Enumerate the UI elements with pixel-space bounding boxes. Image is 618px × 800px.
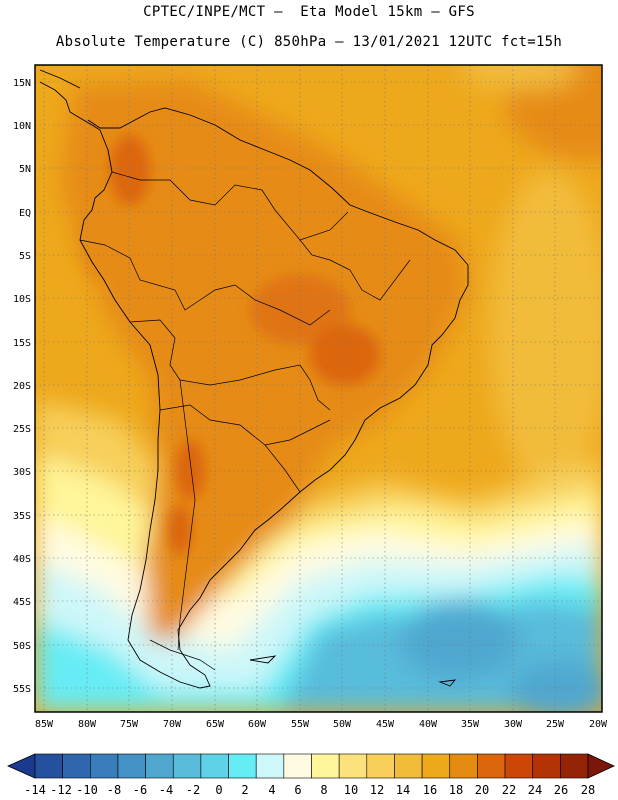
- lon-label: 25W: [546, 719, 565, 730]
- colorbar-right-arrow: [587, 753, 615, 779]
- colorbar-label: 22: [502, 783, 516, 797]
- colorbar-cell: [560, 753, 589, 779]
- colorbar-label: 6: [294, 783, 301, 797]
- lat-label: 35S: [13, 511, 31, 522]
- colorbar-label: 10: [344, 783, 358, 797]
- coastline: [39, 69, 469, 689]
- lon-label: 30W: [504, 719, 523, 730]
- lon-label: 40W: [419, 719, 438, 730]
- colorbar-cell: [283, 753, 312, 779]
- lon-label: 20W: [589, 719, 608, 730]
- colorbar-cell: [145, 753, 174, 779]
- colorbar-cell: [200, 753, 229, 779]
- colorbar-label: -14: [24, 783, 46, 797]
- colorbar-cell: [504, 753, 533, 779]
- colorbar-label: -8: [107, 783, 121, 797]
- colorbar-label: 2: [241, 783, 248, 797]
- colorbar-label: 18: [449, 783, 463, 797]
- lon-label: 60W: [248, 719, 267, 730]
- colorbar-left-arrow: [7, 753, 36, 779]
- lat-label: 10S: [13, 294, 31, 305]
- map-title-line1: CPTEC/INPE/MCT – Eta Model 15km – GFS: [143, 4, 475, 20]
- colorbar-cell: [366, 753, 395, 779]
- lat-label: 50S: [13, 641, 31, 652]
- colorbar-label: 26: [554, 783, 568, 797]
- colorbar: -14 -12 -10 -8 -6 -4 -2 0 2 4 6 8 10 12 …: [7, 753, 615, 797]
- lat-label: 40S: [13, 554, 31, 565]
- lat-label: 5N: [19, 164, 31, 175]
- plot-frame: [34, 64, 603, 713]
- colorbar-cell: [62, 753, 91, 779]
- colorbar-label: 24: [528, 783, 542, 797]
- colorbar-cell: [172, 753, 202, 779]
- colorbar-cell: [90, 753, 119, 779]
- colorbar-label: 4: [268, 783, 275, 797]
- lon-label: 85W: [35, 719, 54, 730]
- colorbar-label: -12: [50, 783, 72, 797]
- lon-label: 70W: [163, 719, 182, 730]
- lat-label: 15N: [13, 78, 31, 89]
- lat-label: 15S: [13, 338, 31, 349]
- colorbar-cell: [449, 753, 478, 779]
- lat-label: 25S: [13, 424, 31, 435]
- colorbar-label: 28: [581, 783, 595, 797]
- lat-label: 30S: [13, 467, 31, 478]
- colorbar-label: 8: [320, 783, 327, 797]
- colorbar-cell: [394, 753, 423, 779]
- colorbar-label: 0: [215, 783, 222, 797]
- lat-lon-grid: [35, 65, 602, 712]
- lon-label: 45W: [376, 719, 395, 730]
- map-title-line2: Absolute Temperature (C) 850hPa – 13/01/…: [55, 34, 563, 50]
- lat-label: 5S: [19, 251, 31, 262]
- lon-label: 80W: [78, 719, 97, 730]
- temperature-field: [35, 65, 602, 712]
- lat-label: 45S: [13, 597, 31, 608]
- colorbar-label: -4: [159, 783, 173, 797]
- colorbar-cell: [117, 753, 146, 779]
- lon-label: 50W: [333, 719, 352, 730]
- colorbar-label: -10: [76, 783, 98, 797]
- colorbar-cell: [477, 753, 506, 779]
- lat-label: 20S: [13, 381, 31, 392]
- colorbar-label: 20: [475, 783, 489, 797]
- lon-label: 65W: [206, 719, 225, 730]
- colorbar-cell: [34, 753, 63, 779]
- colorbar-cell: [255, 753, 285, 779]
- lat-label: 55S: [13, 684, 31, 695]
- longitude-labels: 85W 80W 75W 70W 65W 60W 55W 50W 45W 40W …: [35, 719, 608, 730]
- colorbar-cell: [532, 753, 561, 779]
- colorbar-cell: [228, 753, 257, 779]
- lon-label: 35W: [461, 719, 480, 730]
- colorbar-label: 12: [370, 783, 384, 797]
- colorbar-label: -2: [186, 783, 200, 797]
- colorbar-cell: [421, 753, 451, 779]
- colorbar-label: 14: [396, 783, 410, 797]
- lon-label: 75W: [120, 719, 139, 730]
- latitude-labels: 15N 10N 5N EQ 5S 10S 15S 20S 25S 30S 35S…: [13, 78, 31, 695]
- lat-label: EQ: [19, 208, 31, 219]
- lat-label: 10N: [13, 121, 31, 132]
- colorbar-cell: [338, 753, 368, 779]
- lon-label: 55W: [291, 719, 310, 730]
- colorbar-label: 16: [423, 783, 437, 797]
- country-borders: [79, 171, 411, 651]
- colorbar-cell: [311, 753, 340, 779]
- colorbar-label: -6: [133, 783, 147, 797]
